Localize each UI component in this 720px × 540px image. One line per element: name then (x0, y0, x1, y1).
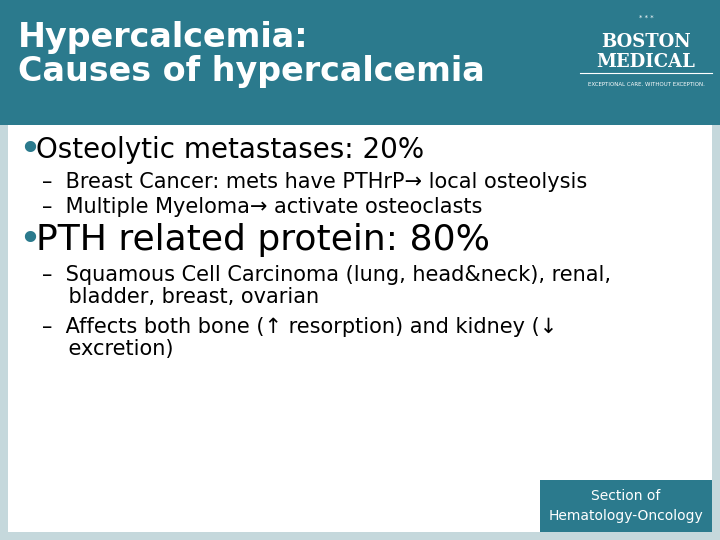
Text: •: • (18, 221, 41, 259)
Text: * * *: * * * (639, 15, 653, 21)
Bar (572, 0, 720, 125)
Text: –  Squamous Cell Carcinoma (lung, head&neck), renal,: – Squamous Cell Carcinoma (lung, head&ne… (42, 265, 611, 285)
Text: bladder, breast, ovarian: bladder, breast, ovarian (42, 287, 319, 307)
Text: •: • (18, 131, 41, 169)
Bar (0, 0, 720, 125)
Bar (540, 480, 712, 532)
Text: Osteolytic metastases: 20%: Osteolytic metastases: 20% (36, 136, 424, 164)
Text: –  Multiple Myeloma→ activate osteoclasts: – Multiple Myeloma→ activate osteoclasts (42, 197, 482, 217)
Text: –  Breast Cancer: mets have PTHrP→ local osteolysis: – Breast Cancer: mets have PTHrP→ local … (42, 172, 588, 192)
Text: Section of
Hematology-Oncology: Section of Hematology-Oncology (549, 489, 703, 523)
Text: PTH related protein: 80%: PTH related protein: 80% (36, 223, 490, 257)
Text: Causes of hypercalcemia: Causes of hypercalcemia (18, 56, 485, 89)
Text: BOSTON: BOSTON (601, 33, 691, 51)
Text: –  Affects both bone (↑ resorption) and kidney (↓: – Affects both bone (↑ resorption) and k… (42, 317, 557, 337)
Text: excretion): excretion) (42, 339, 174, 359)
Text: MEDICAL: MEDICAL (597, 53, 696, 71)
Text: Hypercalcemia:: Hypercalcemia: (18, 22, 309, 55)
Text: EXCEPTIONAL CARE. WITHOUT EXCEPTION.: EXCEPTIONAL CARE. WITHOUT EXCEPTION. (588, 82, 704, 86)
Bar (8, 125, 712, 532)
